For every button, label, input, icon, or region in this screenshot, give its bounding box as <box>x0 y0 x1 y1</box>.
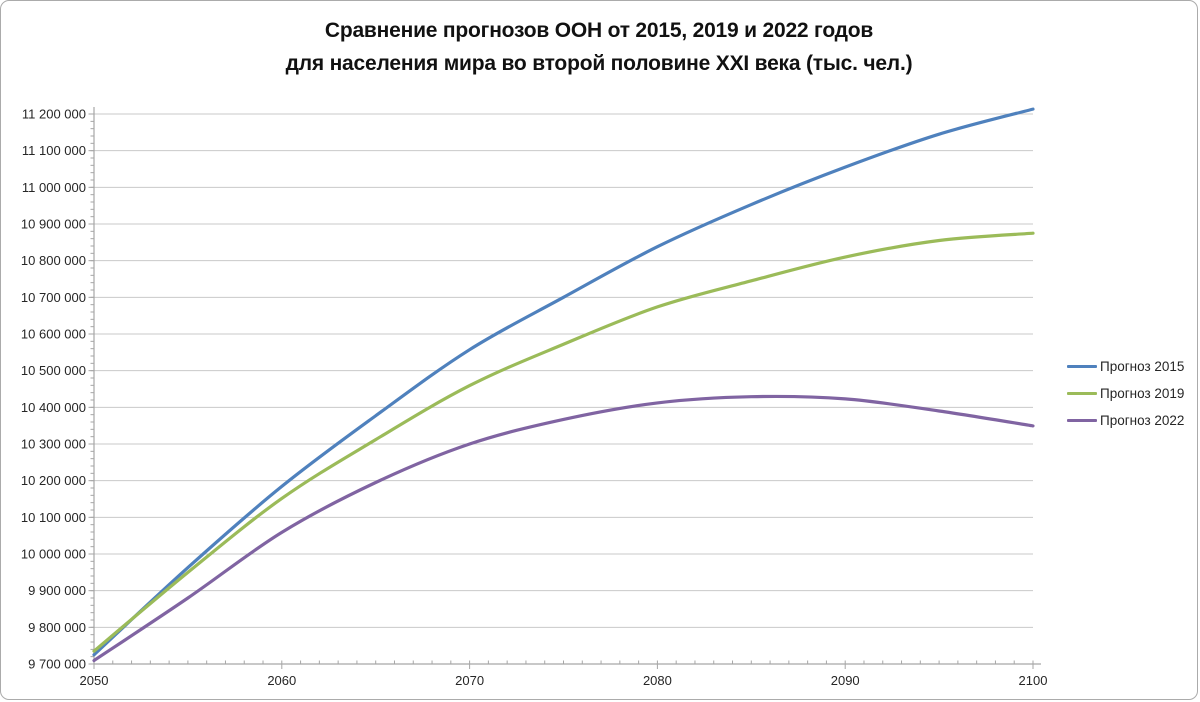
legend-line-swatch <box>1067 365 1097 368</box>
y-axis-label: 10 200 000 <box>21 473 86 488</box>
x-axis-label: 2080 <box>643 673 672 688</box>
x-axis-label: 2090 <box>831 673 860 688</box>
x-axis-label: 2100 <box>1019 673 1048 688</box>
series-line-прогноз-2019 <box>92 231 1035 653</box>
y-axis-label: 9 800 000 <box>28 620 86 635</box>
y-axis-label: 10 400 000 <box>21 400 86 415</box>
y-axis-label: 11 200 000 <box>22 107 86 122</box>
y-axis-label: 10 600 000 <box>21 327 86 342</box>
legend-label: Прогноз 2019 <box>1100 386 1185 401</box>
y-axis-label: 11 000 000 <box>22 180 86 195</box>
y-axis-label: 10 300 000 <box>21 437 86 452</box>
y-axis-label: 10 000 000 <box>21 547 86 562</box>
y-axis-label: 11 100 000 <box>22 143 86 158</box>
chart-legend: Прогноз 2015 Прогноз 2019 Прогноз 2022 <box>1067 353 1184 434</box>
chart-title: Сравнение прогнозов ООН от 2015, 2019 и … <box>1 14 1197 80</box>
y-axis-label: 10 100 000 <box>21 510 86 525</box>
x-axis-label: 2070 <box>455 673 484 688</box>
legend-item: Прогноз 2019 <box>1067 380 1184 407</box>
legend-line-swatch <box>1067 419 1097 422</box>
legend-item: Прогноз 2022 <box>1067 407 1184 434</box>
legend-line-swatch <box>1067 392 1097 395</box>
chart-title-line-2: для населения мира во второй половине XX… <box>285 52 913 75</box>
y-axis-label: 10 800 000 <box>21 253 86 268</box>
y-axis-label: 9 900 000 <box>28 583 86 598</box>
y-axis-label: 10 700 000 <box>21 290 86 305</box>
series-line-прогноз-2022 <box>92 394 1035 663</box>
x-axis-label: 2060 <box>267 673 296 688</box>
legend-label: Прогноз 2022 <box>1100 413 1185 428</box>
y-axis-label: 10 900 000 <box>21 217 86 232</box>
y-axis-label: 9 700 000 <box>28 657 86 672</box>
legend-label: Прогноз 2015 <box>1100 359 1185 374</box>
x-axis-label: 2050 <box>80 673 109 688</box>
series-line-прогноз-2015 <box>92 107 1035 657</box>
chart-title-line-1: Сравнение прогнозов ООН от 2015, 2019 и … <box>324 19 874 42</box>
legend-item: Прогноз 2015 <box>1067 353 1184 380</box>
y-axis-label: 10 500 000 <box>21 363 86 378</box>
